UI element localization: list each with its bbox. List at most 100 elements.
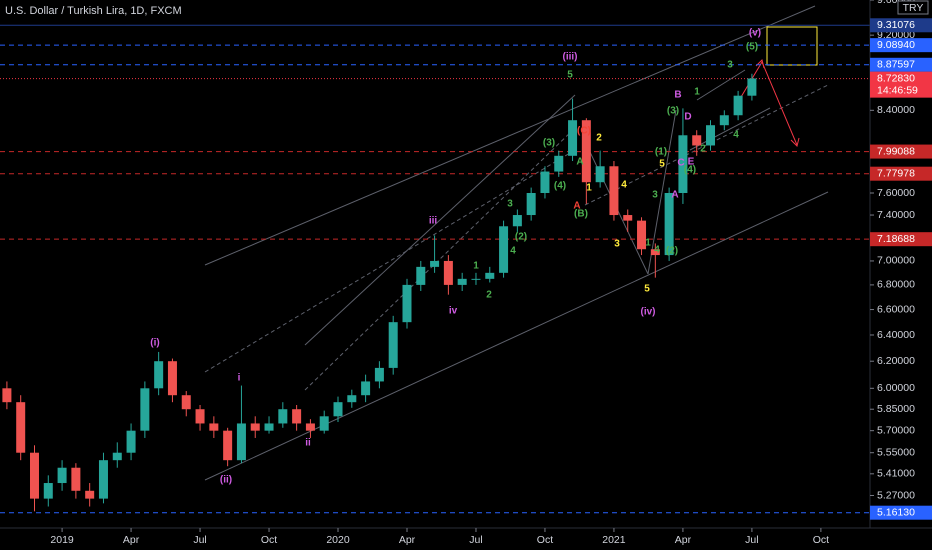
candles [2, 73, 757, 512]
candle-body [140, 388, 150, 431]
wave-label: (4) [684, 165, 696, 176]
candle-body [512, 215, 522, 227]
candle-body [430, 260, 440, 267]
candle-body [595, 166, 605, 183]
level-label: 9.31076 [877, 19, 915, 31]
wave-label: (3) [543, 138, 555, 149]
trend-line [647, 109, 677, 275]
wave-label: 4 [510, 246, 516, 257]
candle-body [650, 249, 660, 256]
candle-body [29, 452, 39, 499]
wave-label: 5 [659, 159, 665, 170]
wave-label: i [238, 373, 241, 384]
y-tick-label: 7.40000 [877, 209, 915, 221]
wave-label: C [677, 158, 684, 169]
level-label: 9.08940 [877, 39, 915, 51]
candle-body [747, 78, 757, 96]
currency-box [897, 0, 929, 15]
wedge-line [696, 69, 746, 101]
arrow-head [755, 59, 765, 69]
candle-body [2, 388, 12, 403]
x-tick-label: Oct [813, 534, 829, 546]
candle-body [126, 430, 136, 453]
x-tick-label: Oct [537, 534, 553, 546]
candle-body [719, 115, 729, 126]
channel-upper [204, 5, 816, 266]
level-label-box [870, 144, 932, 159]
last-price-box [870, 71, 932, 98]
wave-label: A [573, 201, 580, 212]
level-label: 5.16130 [877, 506, 915, 518]
wave-label: 5 [567, 70, 573, 81]
x-tick-label: 2020 [326, 534, 350, 546]
wave-label: 4 [654, 245, 660, 256]
wave-label: (iv) [641, 307, 656, 318]
wave-label: (ii) [220, 475, 232, 486]
wave-label: 1 [694, 87, 700, 98]
chart-title: U.S. Dollar / Turkish Lira, 1D, FXCM [5, 5, 182, 17]
candle-body [333, 402, 343, 417]
candle-body [623, 215, 633, 221]
levels [0, 24, 870, 514]
candle-body [57, 467, 67, 484]
wave-label: A [671, 190, 678, 201]
wave-label: iii [429, 216, 438, 227]
wave-label: ii [305, 438, 311, 449]
candle-body [526, 193, 536, 216]
wave-label: iv [449, 306, 458, 317]
trend-line [304, 94, 576, 346]
y-tick-label: 6.00000 [877, 382, 915, 394]
candle-body [43, 483, 53, 499]
wave-label: 3 [652, 190, 658, 201]
level-label-box [870, 166, 932, 181]
wave-label: (C) [577, 126, 591, 137]
candle-body [85, 490, 95, 499]
wave-label: (1) [655, 147, 667, 158]
wave-label: 4 [621, 180, 627, 191]
candle-body [236, 423, 246, 461]
candle-body [499, 226, 509, 273]
y-tick-label: 8.40000 [877, 104, 915, 116]
y-tick-label: 5.55000 [877, 446, 915, 458]
wave-label: (iii) [563, 52, 578, 63]
candle-body [554, 155, 564, 172]
x-tick-label: Apr [123, 534, 140, 546]
candle-body [664, 193, 674, 256]
wave-label: 3 [614, 239, 620, 250]
candle-body [733, 95, 743, 116]
wave-label: A [576, 157, 583, 168]
x-tick-label: 2019 [50, 534, 74, 546]
channel-lower [204, 191, 829, 481]
last-price-label: 8.72830 [877, 72, 915, 84]
candle-body [347, 395, 357, 403]
level-label: 7.18688 [877, 233, 915, 245]
level-label: 7.99088 [877, 145, 915, 157]
candle-body [278, 409, 288, 424]
axes: 9.600009.200008.400007.600007.400007.000… [50, 0, 932, 546]
level-label-box [870, 505, 932, 520]
candle-body [98, 460, 108, 499]
wave-label: (5) [746, 42, 758, 53]
y-tick-label: 6.40000 [877, 329, 915, 341]
candle-body [443, 260, 453, 285]
wave-label: (3) [667, 106, 679, 117]
arrow-head [790, 137, 800, 147]
candle-body [264, 423, 274, 431]
candle-body [361, 381, 371, 396]
wave-label: (2) [666, 246, 678, 257]
x-tick-label: Jul [745, 534, 758, 546]
level-label-box [870, 232, 932, 247]
candle-body [388, 322, 398, 368]
candle-body [112, 452, 122, 461]
level-label-box [870, 18, 932, 33]
candle-body [195, 409, 205, 424]
y-tick-label: 5.85000 [877, 403, 915, 415]
candle-body [250, 423, 260, 431]
candle-body [305, 423, 315, 431]
wave-label: (v) [749, 28, 761, 39]
candle-body [223, 430, 233, 461]
candle-body [209, 423, 219, 431]
wave-label: 2 [486, 290, 492, 301]
